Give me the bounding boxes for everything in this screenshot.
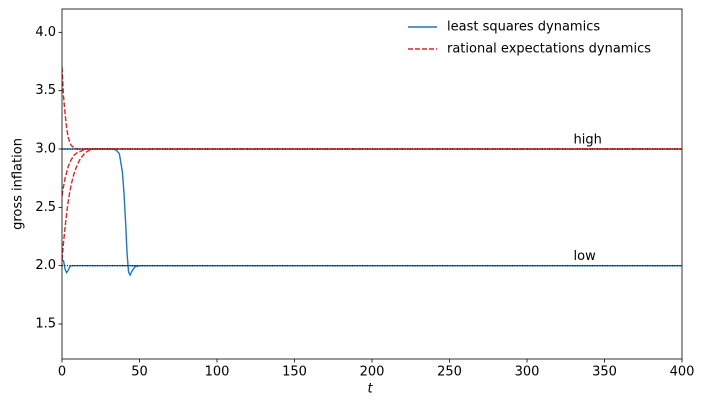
annotation: high <box>574 133 602 148</box>
plot-frame <box>61 8 683 360</box>
legend-label: least squares dynamics <box>447 20 600 35</box>
y-axis-label: gross inflation <box>11 138 26 230</box>
x-axis-label: t <box>367 382 373 397</box>
y-tick-label: 4.0 <box>35 25 56 40</box>
x-tick-label: 0 <box>58 365 66 380</box>
x-tick-label: 150 <box>282 365 307 380</box>
x-tick-label: 100 <box>205 365 230 380</box>
x-tick-label: 250 <box>437 365 462 380</box>
y-tick-label: 3.0 <box>35 142 56 157</box>
y-tick-label: 2.0 <box>35 258 56 273</box>
x-tick-label: 200 <box>360 365 385 380</box>
annotation: low <box>574 249 597 264</box>
y-tick-label: 1.5 <box>35 317 56 332</box>
x-tick-label: 300 <box>515 365 540 380</box>
y-tick-label: 2.5 <box>35 200 56 215</box>
x-tick-label: 400 <box>670 365 695 380</box>
x-tick-label: 350 <box>592 365 617 380</box>
series-line <box>62 148 682 196</box>
y-tick-label: 3.5 <box>35 83 56 98</box>
x-tick-label: 50 <box>131 365 148 380</box>
legend-label: rational expectations dynamics <box>447 42 651 57</box>
series-line <box>62 148 682 260</box>
